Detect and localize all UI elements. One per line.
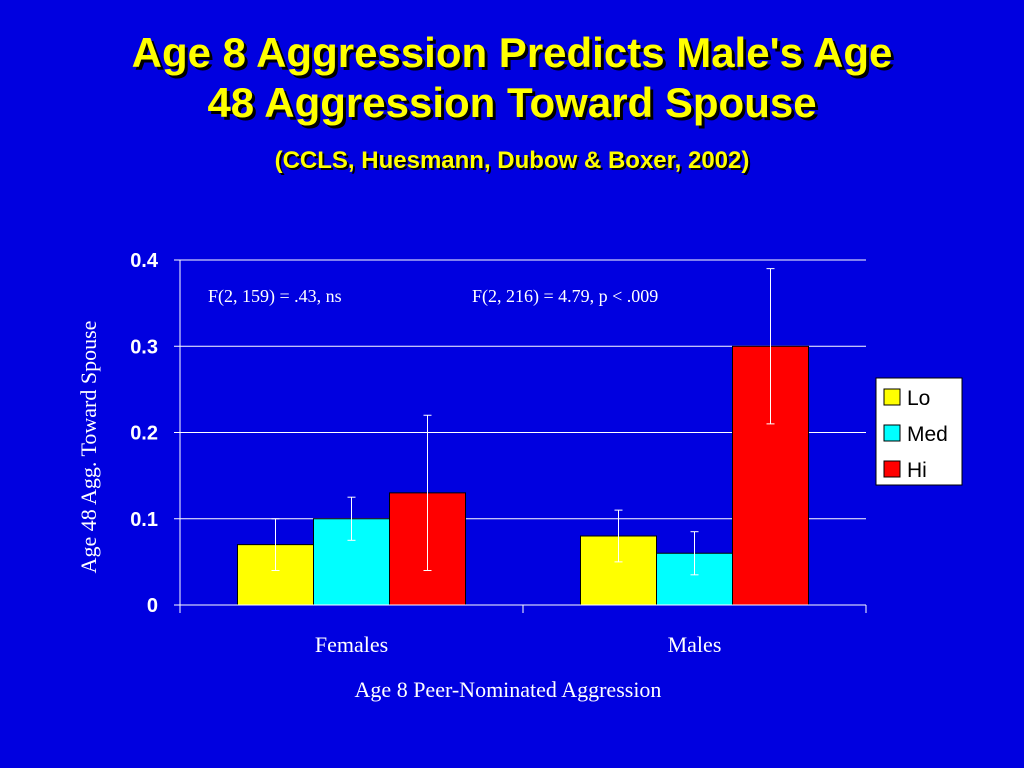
x-tick-label: Females xyxy=(315,632,388,657)
legend-swatch-lo xyxy=(883,388,901,406)
page-title: Age 8 Aggression Predicts Male's Age 48 … xyxy=(0,28,1024,128)
title-line-2: 48 Aggression Toward Spouse xyxy=(207,79,817,126)
legend: Lo Med Hi xyxy=(875,377,963,486)
y-axis-label: Age 48 Agg. Toward Spouse xyxy=(76,321,101,574)
legend-label-lo: Lo xyxy=(907,387,930,410)
bars xyxy=(237,345,809,606)
x-tick-label: Males xyxy=(668,632,722,657)
y-tick-label: 0.2 xyxy=(130,423,158,445)
title-line-1: Age 8 Aggression Predicts Male's Age xyxy=(131,29,893,76)
legend-swatch-med xyxy=(883,424,901,442)
legend-swatch-hi xyxy=(883,460,901,478)
x-axis-label: Age 8 Peer-Nominated Aggression xyxy=(355,677,662,702)
legend-label-med: Med xyxy=(907,423,948,446)
y-tick-label: 0 xyxy=(147,595,158,617)
axes: 0 0.1 0.2 0.3 0.4 Females Males xyxy=(130,250,867,657)
error-bars xyxy=(271,268,775,576)
y-tick-label: 0.4 xyxy=(130,250,159,272)
page-subtitle: (CCLS, Huesmann, Dubow & Boxer, 2002) xyxy=(274,147,750,174)
y-tick-label: 0.1 xyxy=(130,509,158,531)
y-tick-label: 0.3 xyxy=(130,336,158,358)
annotation-females: F(2, 159) = .43, ns xyxy=(208,286,342,307)
legend-label-hi: Hi xyxy=(907,459,927,482)
annotation-males: F(2, 216) = 4.79, p < .009 xyxy=(472,286,658,307)
